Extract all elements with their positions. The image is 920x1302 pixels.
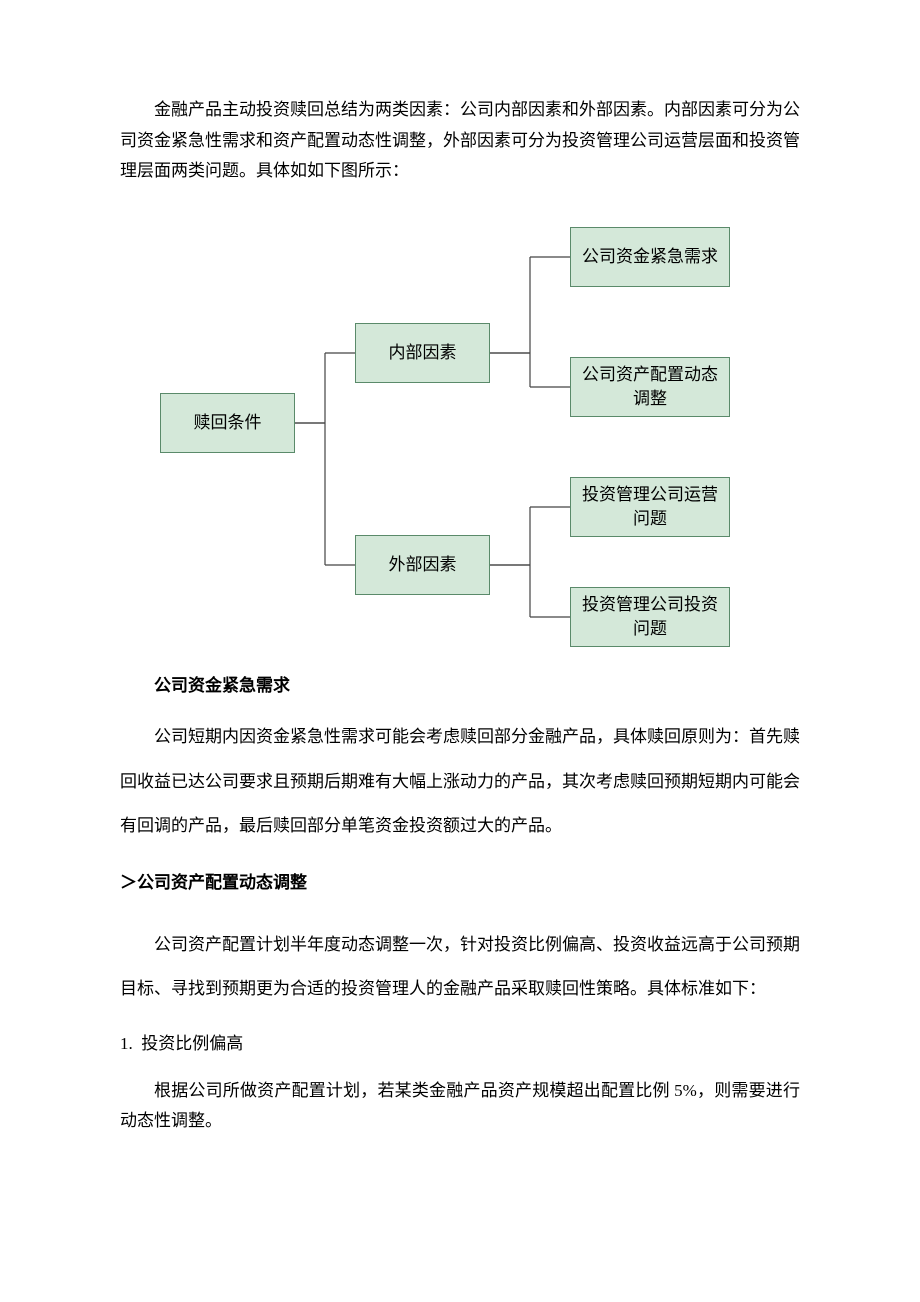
section1-title: 公司资金紧急需求 [120, 671, 800, 702]
diagram-node-l2a: 公司资金紧急需求 [570, 227, 730, 287]
item1-label: 投资比例偏高 [141, 1034, 243, 1053]
diagram-node-l2b: 公司资产配置动态调整 [570, 357, 730, 417]
section2-prefix: ＞ [120, 873, 137, 892]
diagram-node-root: 赎回条件 [160, 393, 295, 453]
section2-item1-body: 根据公司所做资产配置计划，若某类金融产品资产规模超出配置比例 5%，则需要进行动… [120, 1076, 800, 1137]
section2-title: ＞公司资产配置动态调整 [120, 868, 800, 899]
diagram-node-l1a: 内部因素 [355, 323, 490, 383]
redemption-diagram: 赎回条件内部因素外部因素 公司资金紧急需求公司资产配置动态调整投资管理公司运营问题… [120, 217, 800, 657]
item1-number: 1. [120, 1034, 133, 1053]
section2-body: 公司资产配置计划半年度动态调整一次，针对投资比例偏高、投资收益远高于公司预期目标… [120, 923, 800, 1011]
diagram-node-l2d: 投资管理公司投资问题 [570, 587, 730, 647]
section2-item1: 1. 投资比例偏高 [120, 1029, 800, 1060]
intro-paragraph: 金融产品主动投资赎回总结为两类因素：公司内部因素和外部因素。内部因素可分为公司资… [120, 95, 800, 187]
diagram-node-l2c: 投资管理公司运营问题 [570, 477, 730, 537]
section2-title-text: 公司资产配置动态调整 [137, 873, 307, 892]
diagram-node-l1b: 外部因素 [355, 535, 490, 595]
section1-body: 公司短期内因资金紧急性需求可能会考虑赎回部分金融产品，具体赎回原则为：首先赎回收… [120, 715, 800, 848]
